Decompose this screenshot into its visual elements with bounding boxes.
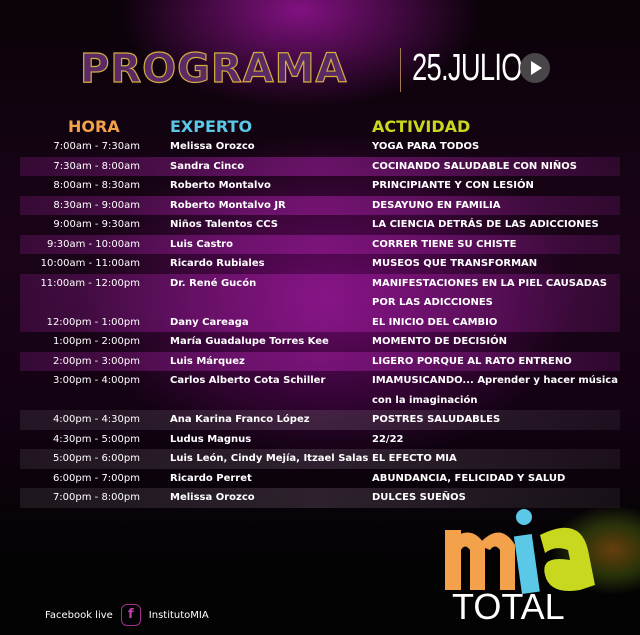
row-activity: MUSEOS QUE TRANSFORMAN [372,258,538,269]
row-time: 7:00pm - 8:00pm [52,492,140,503]
page-title: PROGRAMA [79,45,348,92]
row-time: 9:00am - 9:30am [53,219,140,230]
row-expert: Melissa Orozco [170,141,255,152]
row-time: 11:00am - 12:00pm [40,277,140,289]
table-row: 9:30am - 10:00am Luis Castro CORRER TIENE … [20,234,620,254]
row-time: 7:00am - 7:30am [53,141,140,152]
schedule-table: 7:00am - 7:30am Melissa Orozco YOGA PARA T… [20,137,620,508]
row-time: 5:00pm - 6:00pm [52,453,140,464]
table-row: 8:30am - 9:00am Roberto Montalvo JR DESAYU… [20,195,620,215]
row-expert: Luis Márquez [170,355,245,367]
table-row: 3:00pm - 4:00pm Carlos Alberto Cota Schil… [20,371,620,410]
row-expert: María Guadalupe Torres Kee [170,336,329,347]
row-activity: IMAMUSICANDO... Aprender y hacer música … [372,375,618,406]
facebook-handle[interactable]: InstitutoMIA [148,609,209,621]
table-row: 7:00am - 7:30am Melissa Orozco YOGA PARA T… [20,137,620,157]
column-header-experto: EXPERTO [170,117,253,136]
row-expert: Melissa Orozco [170,492,255,503]
row-activity: MOMENTO DE DECISIÓN [372,336,508,347]
column-header-actividad: ACTIVIDAD [372,117,471,136]
table-row: 7:00pm - 8:00pm Melissa Orozco DULCES SUEÑ… [20,488,620,508]
header: PROGRAMA 25.JULIO [0,44,640,94]
row-activity: DESAYUNO EN FAMILIA [372,199,501,211]
table-row: 1:00pm - 2:00pm María Guadalupe Torres Ke… [20,332,620,352]
row-activity: EL EFECTO MIA [372,453,457,464]
row-expert: Carlos Alberto Cota Schiller [170,375,326,386]
row-time: 1:00pm - 2:00pm [52,336,140,347]
table-row: 6:00pm - 7:00pm Ricardo Perret ABUNDANCIA,… [20,469,620,489]
row-activity: 22/22 [372,433,404,445]
event-date: 25.JULIO [412,47,523,89]
row-expert: Ricardo Rubiales [170,258,265,269]
row-activity: LA CIENCIA DETRÁS DE LAS ADICCIONES [372,219,599,230]
row-time: 3:00pm - 4:00pm [52,375,140,386]
row-expert: Luis León, Cindy Mejía, Itzael Salas [170,453,369,464]
row-activity: POSTRES SALUDABLES [372,414,501,425]
table-row: 8:00am - 8:30am Roberto Montalvo PRINCIPIA… [20,176,620,196]
column-header-hora: HORA [68,117,120,136]
footer-label: Facebook live [45,609,113,621]
table-row: 4:30pm - 5:00pm Ludus Magnus 22/22 [20,430,620,450]
table-row: 2:00pm - 3:00pm Luis Márquez LIGERO PORQUE… [20,351,620,371]
row-time: 10:00am - 11:00am [40,258,140,269]
footer: Facebook live f InstitutoMIA [45,604,209,626]
table-row: 5:00pm - 6:00pm Luis León, Cindy Mejía, I… [20,449,620,469]
table-row: 12:00pm - 1:00pm Dany Careaga EL INICIO DE… [20,312,620,332]
table-row: 7:30am - 8:00am Sandra Cinco COCINANDO SAL… [20,156,620,176]
divider [400,48,401,92]
row-activity: LIGERO PORQUE AL RATO ENTRENO [372,355,572,367]
row-expert: Sandra Cinco [170,160,245,172]
row-activity: MANIFESTACIONES EN LA PIEL CAUSADAS POR … [372,277,607,309]
row-activity: COCINANDO SALUDABLE CON NIÑOS [372,160,577,172]
row-time: 4:30pm - 5:00pm [52,433,140,445]
row-expert: Roberto Montalvo [170,180,271,191]
row-expert: Ludus Magnus [170,433,252,445]
row-activity: ABUNDANCIA, FELICIDAD Y SALUD [372,472,566,484]
row-time: 9:30am - 10:00am [47,238,140,250]
row-activity: PRINCIPIANTE Y CON LESIÓN [372,180,534,191]
row-activity: EL INICIO DEL CAMBIO [372,316,498,328]
row-activity: YOGA PARA TODOS [372,141,480,152]
table-row: 10:00am - 11:00am Ricardo Rubiales MUSEOS … [20,254,620,274]
logo-text: TOTAL [452,586,565,625]
play-icon[interactable] [520,53,550,83]
row-expert: Roberto Montalvo JR [170,199,286,211]
row-expert: Luis Castro [170,238,233,250]
table-row: 11:00am - 12:00pm Dr. René Gucón MANIFESTA… [20,273,620,313]
row-expert: Dr. René Gucón [170,277,257,289]
row-expert: Dany Careaga [170,316,249,328]
table-row: 9:00am - 9:30am Niños Talentos CCS LA CIEN… [20,215,620,235]
mia-total-logo: TOTAL [445,509,595,625]
row-time: 12:00pm - 1:00pm [46,316,140,328]
row-expert: Niños Talentos CCS [170,219,278,230]
row-activity: CORRER TIENE SU CHISTE [372,238,517,250]
row-expert: Ana Karina Franco López [170,414,310,425]
row-activity: DULCES SUEÑOS [372,492,466,503]
row-time: 2:00pm - 3:00pm [52,355,140,367]
table-row: 4:00pm - 4:30pm Ana Karina Franco López PO… [20,410,620,430]
row-expert: Ricardo Perret [170,472,252,484]
facebook-icon[interactable]: f [120,604,141,626]
row-time: 7:30am - 8:00am [53,160,140,172]
row-time: 4:00pm - 4:30pm [52,414,140,425]
row-time: 6:00pm - 7:00pm [52,472,140,484]
row-time: 8:30am - 9:00am [53,199,140,211]
row-time: 8:00am - 8:30am [53,180,140,191]
